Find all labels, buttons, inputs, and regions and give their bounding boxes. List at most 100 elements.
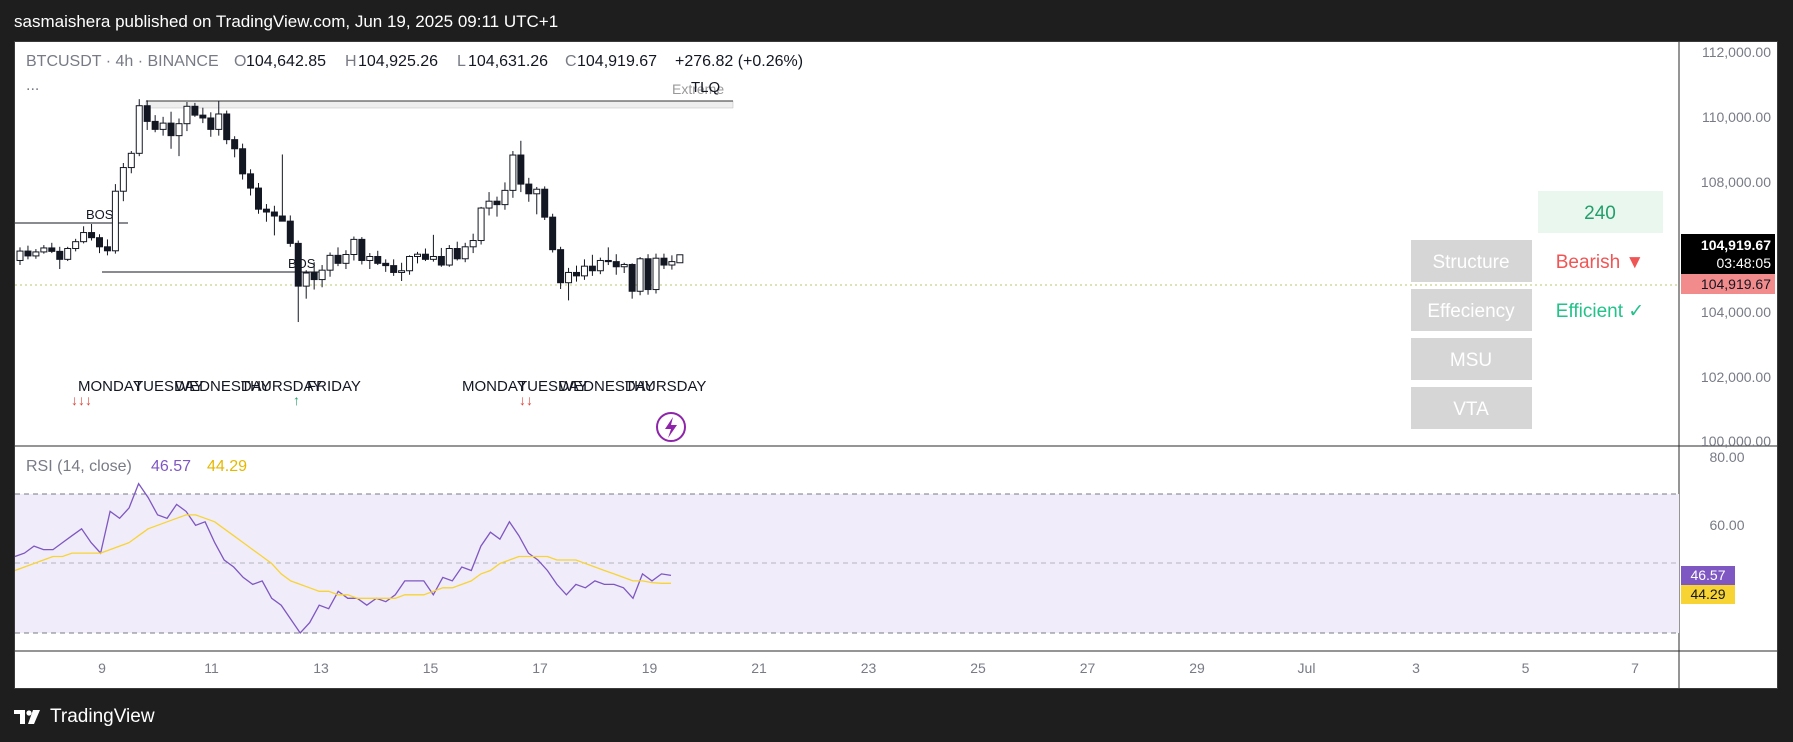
candle-body[interactable] [596, 259, 604, 272]
candle-body[interactable] [588, 265, 596, 272]
candle-body[interactable] [493, 200, 501, 206]
candle-body[interactable] [517, 154, 525, 185]
candle-body[interactable] [644, 258, 652, 291]
candle-body[interactable] [286, 220, 294, 244]
candle-body[interactable] [414, 253, 421, 257]
candle-body[interactable] [636, 258, 644, 292]
candle-body[interactable] [445, 248, 453, 266]
close-value: 104,919.67 [577, 53, 657, 70]
candle-body[interactable] [533, 188, 541, 195]
candle-body[interactable] [660, 257, 668, 266]
weekday-labels: MONDAY TUESDAY WEDNESDAY THURSDAY FRIDAY… [78, 378, 706, 395]
candle-body[interactable] [72, 241, 80, 250]
candle-body[interactable] [382, 262, 390, 267]
candle-body[interactable] [40, 247, 48, 253]
candle-body[interactable] [262, 208, 270, 213]
chart-canvas[interactable]: BTCUSDT · 4h · BINANCE O 104,642.85 H 10… [15, 42, 1777, 688]
candle-body[interactable] [183, 105, 191, 125]
candle-body[interactable] [374, 255, 382, 264]
candle-body[interactable] [485, 200, 493, 209]
candle-body[interactable] [477, 207, 485, 242]
open-value: 104,642.85 [246, 53, 326, 70]
candle-body[interactable] [318, 269, 326, 281]
candle-body[interactable] [453, 248, 461, 260]
candle-body[interactable] [119, 167, 127, 192]
candle-body[interactable] [461, 246, 469, 260]
candle-body[interactable] [557, 249, 565, 284]
candle-body[interactable] [239, 148, 247, 175]
candle-body[interactable] [207, 117, 215, 130]
candles-series[interactable] [16, 99, 684, 323]
candle-body[interactable] [342, 253, 350, 264]
candle-body[interactable] [215, 113, 223, 130]
chart-frame[interactable]: BTCUSDT · 4h · BINANCE O 104,642.85 H 10… [14, 41, 1778, 689]
candle-body[interactable] [151, 120, 159, 130]
candle-body[interactable] [56, 250, 64, 260]
candle-body[interactable] [159, 122, 167, 130]
candle-body[interactable] [334, 254, 342, 264]
candle-body[interactable] [16, 250, 24, 261]
candle-body[interactable] [604, 259, 612, 263]
candle-body[interactable] [652, 257, 660, 291]
candle-body[interactable] [541, 188, 549, 218]
footer: TradingView [14, 704, 155, 730]
candle-body[interactable] [294, 242, 302, 287]
candle-body[interactable] [437, 255, 445, 266]
candle-body[interactable] [509, 154, 517, 191]
candle-body[interactable] [676, 254, 684, 264]
candle-body[interactable] [350, 238, 358, 255]
candle-body[interactable] [668, 261, 676, 266]
candle-body[interactable] [628, 263, 636, 292]
price-axis[interactable]: 112,000.00 110,000.00 108,000.00 104,000… [1701, 44, 1771, 449]
candle-body[interactable] [24, 250, 32, 257]
candle-body[interactable] [223, 113, 231, 141]
low-value: 104,631.26 [468, 53, 548, 70]
candle-body[interactable] [549, 216, 557, 251]
candle-body[interactable] [469, 240, 477, 248]
msu-cell [1411, 338, 1532, 380]
down-arrows-2: ↓↓ [519, 392, 533, 408]
candle-body[interactable] [406, 255, 414, 272]
candle-body[interactable] [247, 173, 255, 189]
open-label: O [234, 53, 246, 70]
candle-body[interactable] [103, 246, 111, 252]
candle-body[interactable] [620, 263, 628, 268]
candle-body[interactable] [366, 255, 374, 261]
candle-body[interactable] [127, 152, 135, 169]
candle-body[interactable] [111, 190, 119, 252]
candle-body[interactable] [326, 254, 334, 271]
candle-body[interactable] [580, 265, 588, 277]
candle-body[interactable] [199, 114, 207, 119]
candle-body[interactable] [64, 248, 72, 260]
candle-body[interactable] [302, 272, 310, 287]
candle-body[interactable] [573, 271, 580, 277]
rsi-legend: RSI (14, close) 46.57 44.29 [26, 458, 247, 475]
candle-body[interactable] [612, 261, 620, 268]
candle-body[interactable] [390, 265, 398, 273]
candle-body[interactable] [358, 238, 366, 261]
candle-body[interactable] [48, 247, 56, 252]
candle-body[interactable] [565, 271, 573, 284]
flash-icon[interactable] [656, 412, 686, 442]
candle-body[interactable] [167, 122, 175, 137]
candle-body[interactable] [80, 232, 88, 243]
candle-body[interactable] [429, 255, 437, 260]
candle-body[interactable] [231, 139, 239, 150]
candle-body[interactable] [278, 215, 286, 222]
candle-body[interactable] [398, 270, 406, 273]
candle-body[interactable] [270, 211, 278, 217]
candle-body[interactable] [421, 253, 429, 260]
candle-body[interactable] [525, 183, 533, 195]
legend-more[interactable]: ... [26, 77, 39, 94]
candle-body[interactable] [310, 272, 318, 281]
candle-body[interactable] [191, 105, 199, 116]
candle-body[interactable] [32, 251, 40, 257]
candle-body[interactable] [175, 123, 183, 137]
candle-body[interactable] [143, 105, 151, 122]
candle-body[interactable] [96, 237, 103, 248]
time-axis[interactable]: 9 11 13 15 17 19 21 23 25 27 29 Jul 3 5 7 [98, 660, 1639, 676]
candle-body[interactable] [135, 105, 143, 154]
candle-body[interactable] [255, 187, 262, 210]
candle-body[interactable] [501, 189, 509, 206]
candle-body[interactable] [88, 232, 96, 239]
